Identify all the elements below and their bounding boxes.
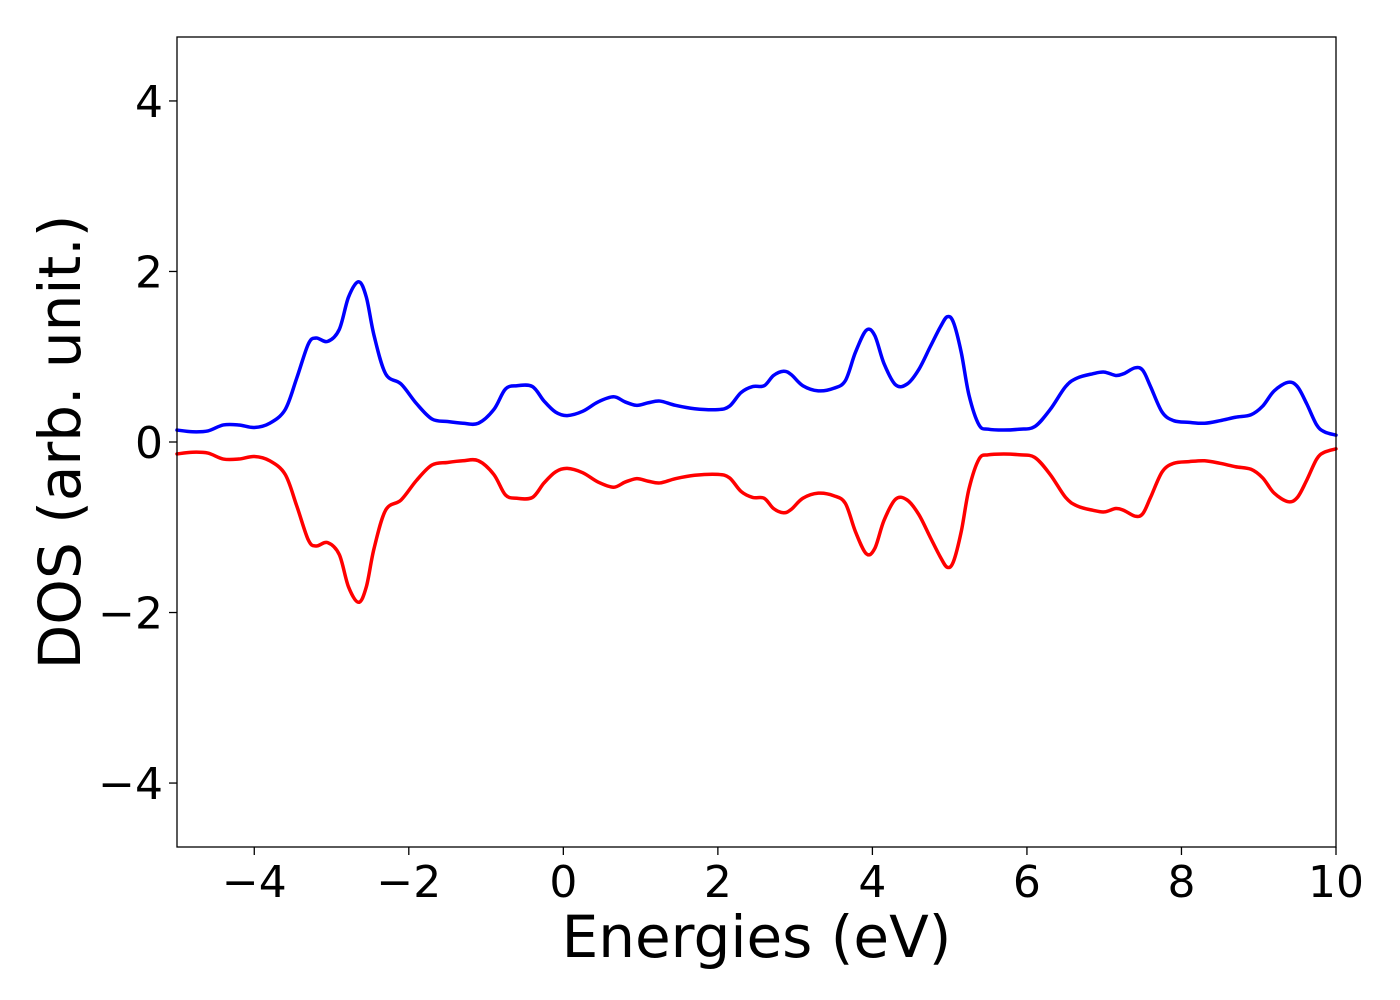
y-tick-label: −4: [98, 759, 163, 810]
y-tick-label: −2: [98, 589, 163, 640]
x-tick-label: −4: [222, 857, 287, 908]
x-tick-label: 4: [858, 857, 886, 908]
x-tick-label: 10: [1308, 857, 1364, 908]
x-tick-label: 8: [1167, 857, 1195, 908]
series-layer: [175, 279, 1338, 605]
series-line-1: [175, 447, 1338, 605]
y-tick-label: 2: [135, 247, 163, 298]
ticks-layer: −4 −2 0 2 4 6 8 10 −4 −2 0 2 4: [98, 77, 1364, 908]
plot-frame: [176, 36, 1337, 848]
series-line-0: [175, 279, 1338, 437]
y-axis-label: DOS (arb. unit.): [26, 215, 94, 670]
y-tick-label: 4: [135, 77, 163, 128]
x-tick-label: 2: [704, 857, 732, 908]
x-tick-label: −2: [376, 857, 441, 908]
x-tick-label: 0: [549, 857, 577, 908]
x-tick-label: 6: [1013, 857, 1041, 908]
x-axis-label: Energies (eV): [562, 903, 952, 971]
y-tick-label: 0: [135, 418, 163, 469]
